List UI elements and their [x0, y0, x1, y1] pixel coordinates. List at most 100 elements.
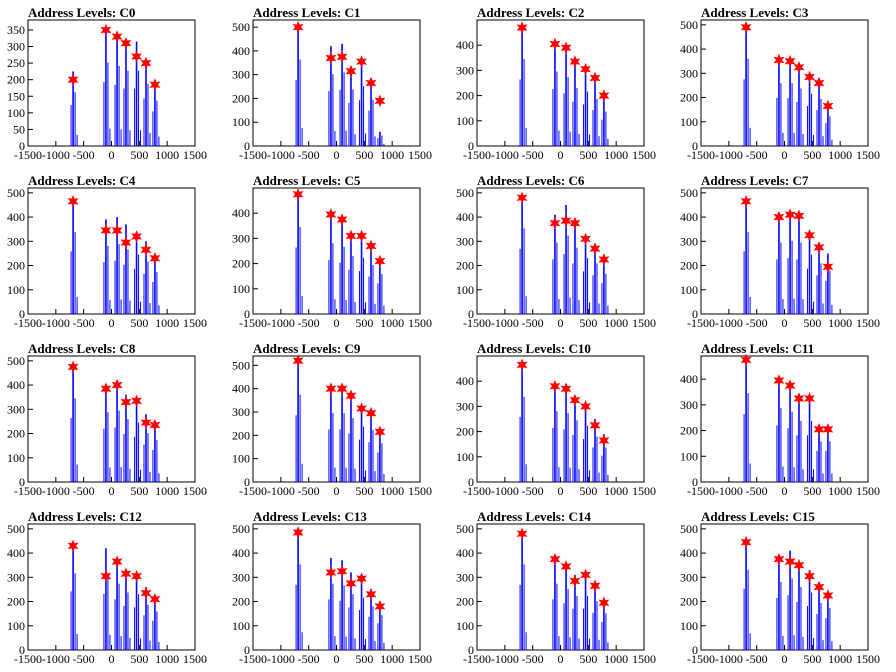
x-tick-label: -1500 — [14, 484, 42, 498]
y-tick-label: 0 — [244, 139, 250, 153]
peak-marker — [740, 195, 752, 208]
y-tick-label: 300 — [232, 570, 250, 584]
y-tick-label: 100 — [7, 106, 25, 120]
chart-panel: Address Levels: C70100200300400500-1500-… — [680, 173, 880, 330]
x-tick-label: 0 — [334, 652, 340, 666]
peak-marker — [67, 195, 79, 208]
y-tick-label: 100 — [7, 451, 25, 465]
y-tick-label: 100 — [456, 114, 474, 128]
peak-marker — [740, 20, 752, 34]
y-tick-label: 200 — [456, 259, 474, 273]
y-tick-label: 200 — [680, 424, 698, 438]
y-tick-label: 300 — [7, 570, 25, 584]
y-tick-label: 200 — [456, 89, 474, 103]
plot-frame — [252, 355, 421, 483]
y-tick-label: 50 — [13, 122, 25, 136]
peak-marker — [149, 418, 161, 432]
x-tick-label: 1500 — [632, 484, 656, 498]
peak-marker — [100, 382, 112, 396]
x-tick-label: -1500 — [239, 148, 267, 162]
peak-marker — [569, 574, 581, 588]
peak-marker — [149, 78, 161, 91]
chart-title: Address Levels: C14 — [477, 509, 591, 524]
peak-marker — [374, 600, 386, 613]
peak-marker — [111, 378, 123, 392]
peak-marker — [569, 216, 581, 230]
y-tick-label: 100 — [680, 115, 698, 129]
x-tick-label: -500 — [746, 484, 768, 498]
x-tick-label: -500 — [522, 484, 544, 498]
peak-marker — [813, 580, 825, 594]
peak-marker — [569, 55, 581, 68]
peak-marker — [149, 592, 161, 606]
y-tick-label: 200 — [232, 257, 250, 271]
x-tick-label: 500 — [803, 484, 821, 498]
peak-marker — [804, 392, 816, 405]
x-tick-label: 500 — [579, 148, 597, 162]
x-tick-label: -1000 — [715, 652, 743, 666]
x-tick-label: -1000 — [491, 484, 519, 498]
x-tick-label: 1500 — [408, 484, 432, 498]
peak-marker — [356, 572, 368, 585]
y-tick-label: 250 — [7, 56, 25, 70]
x-tick-label: -500 — [73, 484, 95, 498]
peak-marker — [111, 224, 123, 237]
x-tick-label: 1500 — [856, 148, 880, 162]
x-tick-label: -1000 — [42, 652, 70, 666]
chart-panel: Address Levels: C80100200300400500-1500-… — [7, 341, 207, 498]
plot-frame — [476, 19, 645, 147]
x-tick-label: 500 — [355, 316, 373, 330]
chart-panel: Address Levels: C12 0 100 200 300 400 500 -1500… — [7, 509, 207, 666]
y-tick-label: 0 — [468, 139, 474, 153]
y-tick-label: 500 — [680, 522, 698, 536]
y-tick-label: 400 — [680, 42, 698, 56]
y-tick-label: 0 — [244, 643, 250, 657]
peak-marker — [292, 20, 304, 34]
plot-frame — [476, 355, 645, 483]
chart-title: Address Levels: C12 — [28, 509, 142, 524]
y-tick-label: 0 — [244, 475, 250, 489]
peak-marker — [560, 560, 572, 573]
y-tick-label: 400 — [7, 210, 25, 224]
peak-marker — [336, 382, 348, 395]
y-tick-label: 200 — [232, 595, 250, 609]
peak-marker — [131, 50, 143, 63]
x-tick-label: 0 — [782, 484, 788, 498]
y-tick-label: 400 — [7, 546, 25, 560]
plot-frame — [27, 187, 196, 315]
x-tick-label: 1000 — [604, 652, 628, 666]
x-tick-label: 1000 — [604, 484, 628, 498]
x-tick-label: 1500 — [856, 484, 880, 498]
peak-marker — [813, 241, 825, 254]
y-tick-label: 100 — [7, 619, 25, 633]
y-tick-label: 200 — [7, 595, 25, 609]
x-tick-label: -1500 — [463, 148, 491, 162]
x-tick-label: 500 — [355, 148, 373, 162]
chart-title: Address Levels: C1 — [253, 5, 360, 20]
x-tick-label: 500 — [803, 148, 821, 162]
x-tick-label: 500 — [130, 316, 148, 330]
x-tick-label: -1500 — [687, 484, 715, 498]
y-tick-label: 400 — [232, 382, 250, 396]
y-tick-label: 100 — [232, 452, 250, 466]
y-tick-label: 0 — [692, 475, 698, 489]
peak-marker — [549, 37, 561, 51]
x-tick-label: 1000 — [155, 316, 179, 330]
peak-marker — [374, 425, 386, 439]
peak-marker — [822, 422, 834, 436]
chart-panel: Address Levels: C90100200300400500-1500-… — [232, 341, 432, 498]
chart-title: Address Levels: C3 — [701, 5, 809, 20]
peak-marker — [598, 434, 610, 447]
x-tick-label: 1000 — [380, 484, 404, 498]
plot-frame — [700, 355, 869, 483]
x-tick-label: -1500 — [687, 148, 715, 162]
plot-frame — [27, 355, 196, 483]
peak-marker — [822, 589, 834, 602]
x-tick-label: 0 — [558, 316, 564, 330]
peak-marker — [580, 568, 592, 582]
peak-marker — [793, 558, 805, 572]
peak-marker — [111, 30, 123, 43]
peak-marker — [345, 229, 357, 243]
x-tick-label: 0 — [782, 316, 788, 330]
plot-frame — [252, 523, 421, 651]
